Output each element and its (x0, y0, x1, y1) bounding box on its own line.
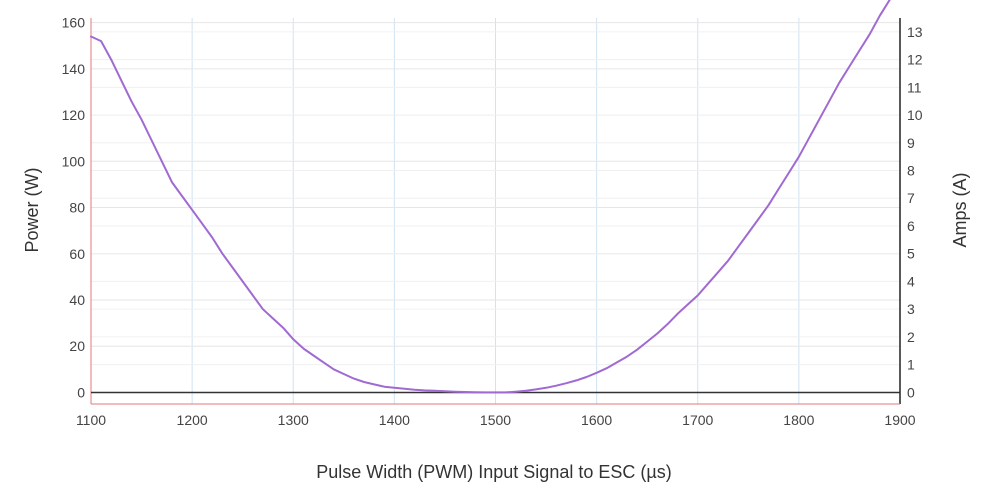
x-tick-label: 1200 (177, 412, 208, 428)
series-line (90, 0, 891, 394)
y-tick-label: 0 (77, 384, 85, 400)
x-tick-label: 1500 (480, 412, 511, 428)
y2-tick-label: 2 (907, 329, 915, 345)
x-tick-label: 1400 (379, 412, 410, 428)
tick-labels: 1100 1200 1300 1400 1500 1600 1700 1800 19000204… (62, 15, 923, 428)
y2-tick-label: 1 (907, 357, 915, 373)
y-tick-label: 100 (62, 153, 86, 169)
y-tick-label: 160 (62, 15, 86, 31)
y2-tick-label: 10 (907, 107, 923, 123)
y2-tick-label: 13 (907, 24, 923, 40)
y2-axis-title: Amps (A) (950, 172, 970, 247)
x-tick-label: 1300 (278, 412, 309, 428)
y-axis-title: Power (W) (22, 168, 42, 253)
x-tick-label: 1600 (581, 412, 612, 428)
x-tick-label: 1800 (783, 412, 814, 428)
y2-tick-label: 12 (907, 52, 923, 68)
y2-tick-label: 3 (907, 301, 915, 317)
y-tick-label: 20 (69, 338, 85, 354)
y-tick-label: 80 (69, 200, 85, 216)
y-tick-label: 60 (69, 246, 85, 262)
y2-tick-label: 0 (907, 384, 915, 400)
y2-tick-label: 4 (907, 273, 915, 289)
y-tick-label: 140 (62, 61, 86, 77)
x-tick-label: 1700 (682, 412, 713, 428)
plot-area (90, 0, 891, 394)
y2-tick-label: 6 (907, 218, 915, 234)
x-tick-label: 1900 (884, 412, 915, 428)
y2-tick-label: 9 (907, 135, 915, 151)
y2-tick-label: 8 (907, 163, 915, 179)
grid (90, 18, 901, 404)
y2-tick-label: 7 (907, 190, 915, 206)
x-axis-title: Pulse Width (PWM) Input Signal to ESC (µ… (316, 462, 671, 482)
y2-tick-label: 5 (907, 246, 915, 262)
x-tick-label: 1100 (76, 412, 106, 428)
y2-tick-label: 11 (907, 79, 922, 95)
y-tick-label: 120 (62, 107, 86, 123)
y-tick-label: 40 (69, 292, 85, 308)
